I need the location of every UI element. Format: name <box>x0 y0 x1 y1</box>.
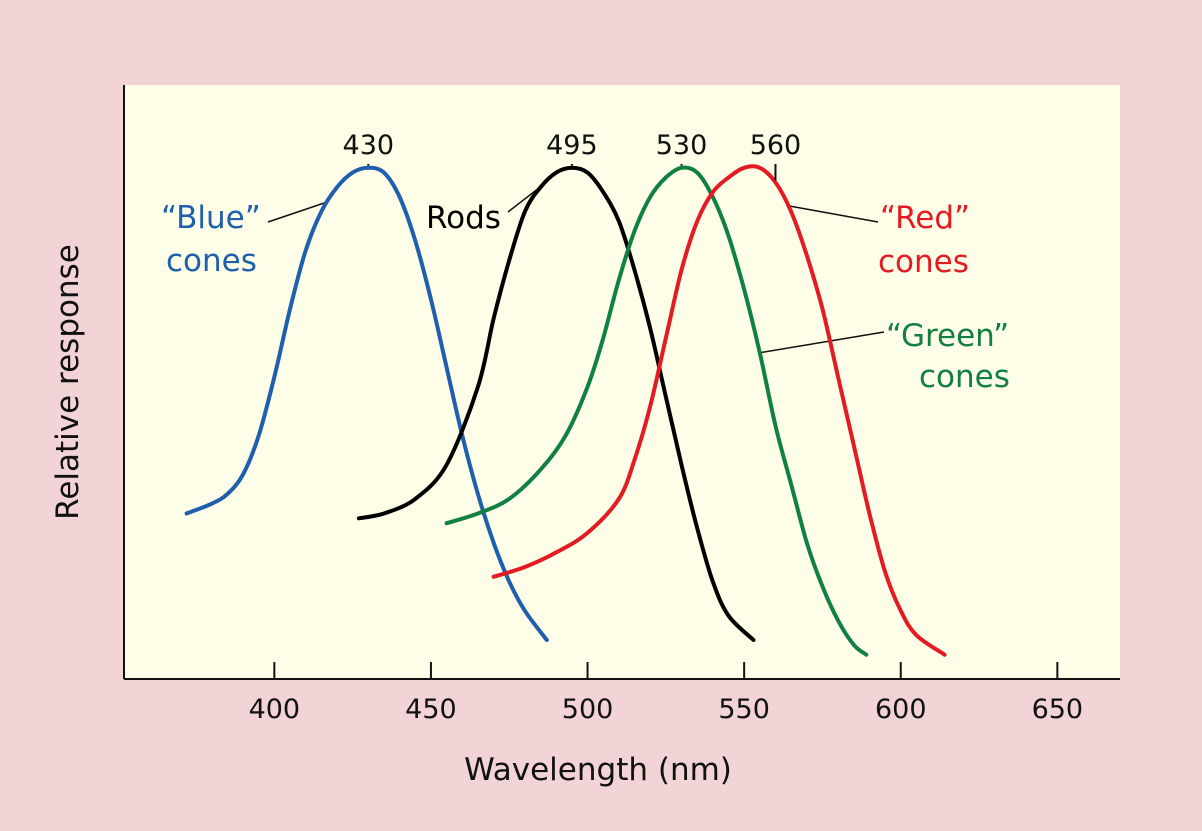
plot-area <box>124 85 1120 679</box>
rods-label: Rods <box>426 200 501 236</box>
green-cones-label-line2: cones <box>919 359 1010 395</box>
peak-label-560: 560 <box>750 130 802 161</box>
x-tick-label-450: 450 <box>405 694 457 725</box>
series-line-rods <box>356 165 756 642</box>
red-cones-label-line2: cones <box>878 244 969 280</box>
peak-label-530: 530 <box>656 130 708 161</box>
x-ticks: 400 450 500 550 600 650 <box>249 662 1084 725</box>
x-tick-label-650: 650 <box>1032 694 1084 725</box>
leader-green-cones <box>759 331 885 354</box>
blue-cones-label-line1: “Blue” <box>161 200 261 236</box>
leader-red-cones <box>787 205 879 223</box>
x-tick-label-600: 600 <box>875 694 927 725</box>
series-line-red-cones <box>491 164 947 657</box>
series-line-green-cones <box>444 165 869 657</box>
blue-cones-label-line2: cones <box>166 243 257 279</box>
x-tick-label-400: 400 <box>249 694 301 725</box>
x-tick-label-550: 550 <box>718 694 770 725</box>
peak-label-430: 430 <box>343 130 395 161</box>
green-cones-label-line1: “Green” <box>886 318 1009 354</box>
series-group <box>184 164 947 657</box>
y-axis-title: Relative response <box>50 244 86 520</box>
peak-label-495: 495 <box>546 130 598 161</box>
x-axis-title: Wavelength (nm) <box>464 752 732 788</box>
x-tick-label-500: 500 <box>562 694 614 725</box>
red-cones-label-line1: “Red” <box>880 200 970 236</box>
leader-blue-cones <box>267 201 328 223</box>
peak-markers: 430 495 530 560 <box>343 130 802 181</box>
series-line-blue-cones <box>184 165 549 642</box>
